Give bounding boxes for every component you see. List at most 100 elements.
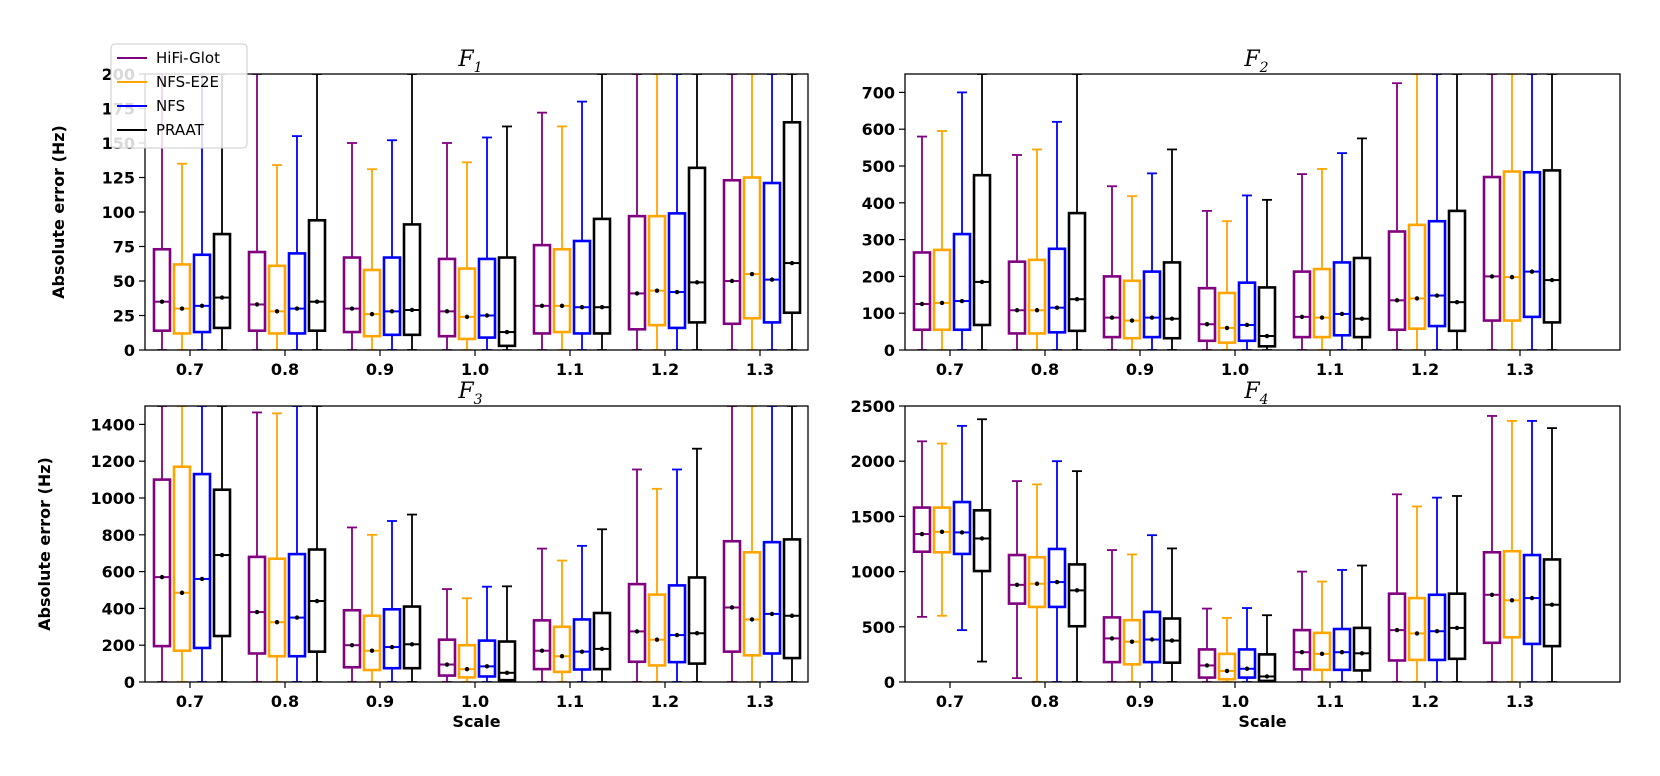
median-marker [1149, 637, 1155, 642]
median-marker [749, 617, 755, 622]
box-praat-1.2 [687, 447, 707, 682]
box-iqr [1542, 169, 1562, 324]
box-nfs-e2e-1.0 [1217, 220, 1237, 350]
box-iqr [1387, 592, 1407, 662]
median-marker [1034, 581, 1040, 586]
box-iqr [1142, 270, 1162, 339]
median-marker [1549, 602, 1555, 607]
median-marker [1529, 269, 1535, 274]
box-praat-0.8 [307, 74, 327, 350]
box-praat-1.3 [1542, 74, 1562, 350]
median-marker [1359, 651, 1365, 656]
box-nfs-0.8 [287, 406, 307, 682]
y-tick-label: 0 [884, 341, 895, 360]
box-nfs-0.7 [952, 424, 972, 632]
median-marker [444, 309, 450, 314]
box-nfs-e2e-1.2 [647, 74, 667, 350]
box-nfs-1.0 [477, 585, 497, 682]
x-tick-label: 0.9 [366, 360, 394, 379]
box-iqr [382, 608, 402, 670]
box-nfs-1.2 [1427, 496, 1447, 682]
y-tick-label: 25 [113, 307, 135, 326]
x-tick-label: 1.1 [1316, 692, 1344, 711]
y-tick-label: 600 [862, 120, 895, 139]
box-hifi-glot-1.3 [1482, 415, 1502, 682]
box-praat-1.3 [782, 406, 802, 682]
box-iqr [1047, 247, 1067, 334]
box-iqr [1312, 631, 1332, 672]
box-iqr [1332, 261, 1352, 337]
box-iqr [1007, 260, 1027, 335]
box-nfs-0.7 [192, 406, 212, 682]
box-hifi-glot-1.2 [627, 468, 647, 682]
box-iqr [247, 250, 267, 332]
y-tick-label: 400 [102, 599, 135, 618]
median-marker [1549, 277, 1555, 283]
panel-title: F1 [457, 47, 482, 76]
legend: HiFi-Glot NFS-E2E NFS PRAAT [110, 43, 248, 149]
box-iqr [912, 506, 932, 554]
y-tick-label: 0 [124, 673, 135, 692]
box-iqr [1257, 286, 1277, 348]
box-nfs-1.0 [1237, 194, 1257, 350]
x-tick-label: 1.3 [1506, 692, 1534, 711]
median-marker [654, 288, 660, 293]
y-axis-label: Absolute error (Hz) [35, 457, 54, 631]
box-nfs-e2e-0.7 [932, 130, 952, 350]
box-iqr [172, 465, 192, 653]
box-iqr [437, 257, 457, 338]
box-iqr [932, 248, 952, 332]
box-nfs-1.1 [1332, 152, 1352, 350]
box-iqr [477, 257, 497, 339]
box-iqr [1237, 648, 1257, 679]
median-marker [1529, 595, 1535, 601]
median-marker [959, 530, 965, 535]
box-iqr [572, 618, 592, 671]
median-marker [504, 670, 510, 675]
legend-label: NFS-E2E [156, 73, 219, 91]
box-nfs-e2e-1.1 [552, 559, 572, 682]
box-iqr [1217, 291, 1237, 344]
box-praat-0.7 [212, 74, 232, 350]
box-iqr [647, 214, 667, 327]
panel-f3: 0 200 400 600 800 1000 1200 1400 0.7 0.8 0.9 1.0 1.1… [35, 379, 809, 731]
box-iqr [192, 472, 212, 650]
median-marker [1149, 315, 1155, 320]
panel-title-subscript: 4 [1259, 392, 1269, 408]
median-marker [1414, 296, 1420, 301]
box-hifi-glot-1.1 [532, 111, 552, 350]
box-iqr [1067, 563, 1087, 628]
box-iqr [552, 625, 572, 674]
box-praat-1.2 [1447, 74, 1467, 350]
box-iqr [342, 256, 362, 334]
x-tick-label: 1.2 [651, 360, 679, 379]
legend-box [110, 43, 248, 149]
box-iqr [1067, 211, 1087, 333]
box-iqr [592, 217, 612, 335]
median-marker [484, 313, 490, 318]
y-tick-label: 1000 [90, 489, 135, 508]
box-iqr [647, 593, 667, 667]
box-iqr [1292, 270, 1312, 339]
y-tick-label: 100 [862, 304, 895, 323]
box-nfs-1.3 [1522, 420, 1542, 682]
y-tick-label: 125 [102, 169, 135, 188]
box-iqr [1102, 616, 1122, 664]
median-marker [369, 311, 375, 317]
x-tick-label: 0.9 [1126, 360, 1154, 379]
box-iqr [1407, 223, 1427, 330]
y-tick-label: 50 [113, 272, 135, 291]
x-tick-label: 1.2 [1411, 360, 1439, 379]
y-axis-label: Absolute error (Hz) [49, 125, 68, 299]
box-iqr [1122, 279, 1142, 340]
box-iqr [1502, 170, 1522, 322]
box-hifi-glot-1.3 [722, 406, 742, 682]
box-iqr [457, 267, 477, 341]
box-iqr [742, 176, 762, 320]
x-tick-label: 0.8 [1031, 692, 1059, 711]
box-nfs-0.9 [1142, 172, 1162, 350]
median-marker [1509, 598, 1515, 603]
box-praat-1.3 [782, 74, 802, 350]
x-tick-label: 1.0 [1221, 692, 1249, 711]
box-nfs-e2e-1.3 [1502, 420, 1522, 682]
